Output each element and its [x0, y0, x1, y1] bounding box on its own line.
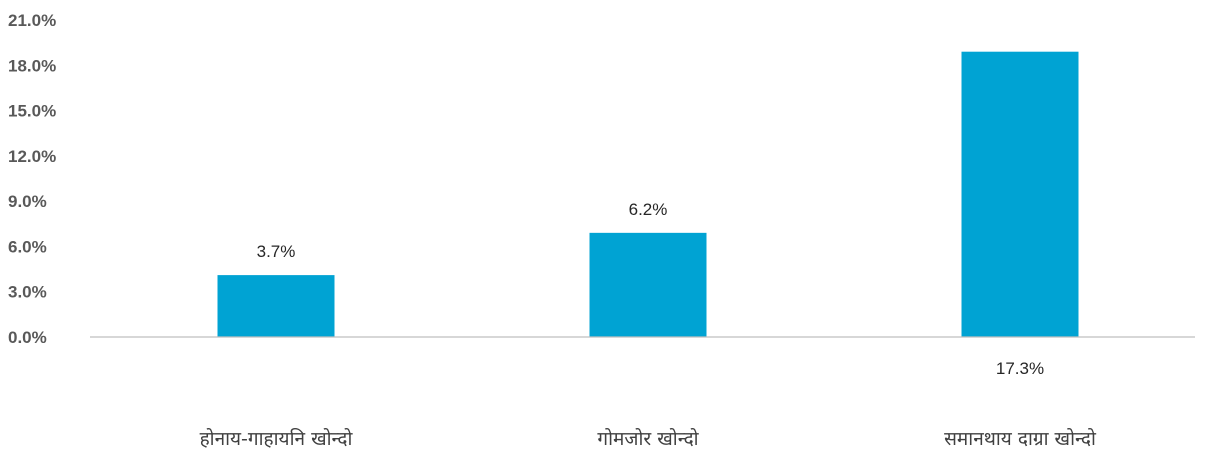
- data-label: 6.2%: [629, 200, 668, 219]
- y-axis-ticks: 0.0% 3.0% 6.0% 9.0% 12.0% 15.0% 18.0% 21.0%: [8, 11, 56, 347]
- x-axis-categories: होनाय-गाहायनि खोन्दो गोमजोर खोन्दो समानथाय…: [200, 427, 1097, 450]
- bar: [217, 275, 335, 337]
- y-tick-label: 3.0%: [8, 283, 47, 302]
- bars: [217, 51, 1079, 337]
- data-label: 17.3%: [996, 359, 1044, 378]
- y-tick-label: 12.0%: [8, 147, 56, 166]
- y-tick-label: 15.0%: [8, 102, 56, 121]
- y-tick-label: 21.0%: [8, 11, 56, 30]
- y-tick-label: 6.0%: [8, 237, 47, 256]
- y-tick-label: 0.0%: [8, 328, 47, 347]
- x-category-label: समानथाय दाग्रा खोन्दो: [944, 427, 1097, 450]
- bar: [589, 232, 707, 337]
- y-tick-label: 18.0%: [8, 56, 56, 75]
- bar: [961, 51, 1079, 337]
- data-label: 3.7%: [257, 242, 296, 261]
- data-labels: 3.7% 6.2% 17.3%: [257, 200, 1044, 378]
- x-category-label: गोमजोर खोन्दो: [597, 427, 699, 450]
- y-tick-label: 9.0%: [8, 192, 47, 211]
- x-category-label: होनाय-गाहायनि खोन्दो: [200, 427, 354, 450]
